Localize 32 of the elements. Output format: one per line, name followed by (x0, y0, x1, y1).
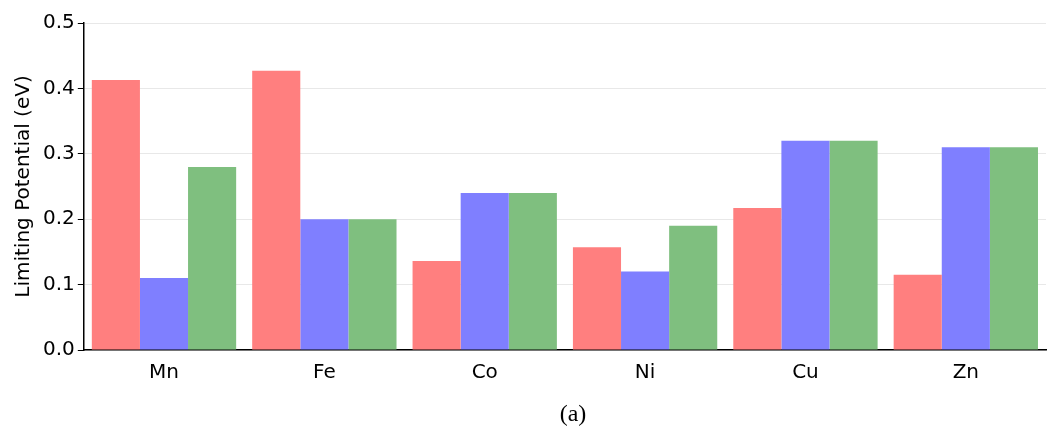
y-tick-label: 0.2 (42, 205, 75, 230)
y-tick-label: 0.0 (42, 336, 75, 361)
bar (989, 147, 1038, 350)
bar (300, 219, 349, 350)
bar (621, 271, 670, 350)
x-tick-label: Co (471, 359, 498, 384)
y-tick-label: 0.4 (42, 74, 75, 99)
bar (460, 193, 509, 350)
bar (348, 219, 397, 350)
bar (188, 166, 237, 350)
bar (252, 70, 301, 350)
x-tick-label: Ni (634, 359, 656, 384)
bar (508, 193, 557, 350)
bar (893, 274, 942, 350)
x-tick-label: Cu (792, 359, 819, 384)
bar (572, 247, 622, 350)
y-tick-label: 0.3 (42, 140, 75, 164)
bar (781, 140, 830, 350)
text: (a) (558, 400, 588, 427)
bar (412, 261, 461, 350)
bar (733, 208, 782, 350)
y-tick-label: 0.5 (42, 9, 75, 34)
y-axis-title: Limiting Potential (eV) (10, 75, 35, 298)
x-tick-label: Mn (149, 359, 179, 384)
bar (829, 140, 878, 350)
x-tick-label: Fe (313, 359, 336, 384)
bar (941, 147, 990, 350)
y-tick-label: 0.1 (42, 270, 75, 295)
bar (139, 278, 189, 350)
x-tick-label: Zn (952, 359, 980, 384)
bar (669, 225, 718, 350)
bar (91, 79, 140, 350)
